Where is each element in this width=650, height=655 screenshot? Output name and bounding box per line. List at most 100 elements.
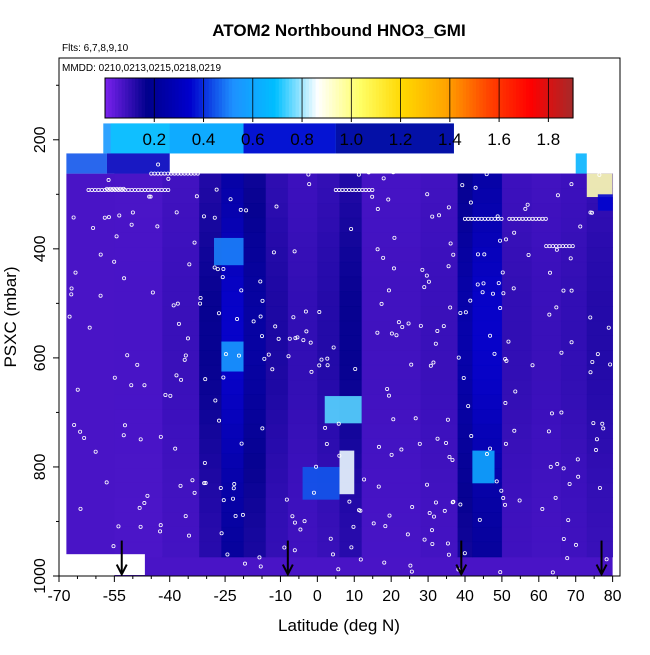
heatmap-cell <box>531 468 562 484</box>
sample-point <box>526 252 531 257</box>
sample-point <box>600 421 605 426</box>
heatmap-cell <box>162 291 200 307</box>
sample-point <box>264 162 269 167</box>
sample-point <box>130 210 135 215</box>
sample-point <box>559 350 564 355</box>
sample-point <box>428 156 433 161</box>
heatmap-cell <box>317 526 340 543</box>
colorbar-swatch <box>242 78 246 118</box>
sample-point <box>473 185 478 190</box>
heatmap-cell <box>317 423 340 439</box>
heatmap-cell <box>361 468 422 484</box>
colorbar-swatch <box>265 78 270 118</box>
sample-point <box>601 426 606 431</box>
sample-point <box>498 570 503 575</box>
sample-point <box>499 488 504 493</box>
heatmap-cell <box>457 335 473 351</box>
heatmap-cell <box>531 173 562 189</box>
heatmap-cell <box>531 306 562 322</box>
sample-point <box>319 357 324 362</box>
sample-point <box>137 505 142 510</box>
sample-point <box>429 528 434 533</box>
heatmap-cell <box>586 394 614 410</box>
sample-point <box>409 569 414 574</box>
heatmap-cell <box>361 276 422 292</box>
colorbar-swatch <box>562 78 567 118</box>
heatmap-cell <box>457 364 473 381</box>
sample-point <box>173 446 178 451</box>
heatmap-cell <box>560 261 588 278</box>
sample-point <box>287 336 292 341</box>
heatmap-cell <box>420 261 459 278</box>
sample-point <box>576 474 581 479</box>
sample-point <box>349 226 354 231</box>
sample-point <box>235 317 240 322</box>
sample-point <box>304 329 309 334</box>
heatmap-cell <box>361 335 422 351</box>
sample-point <box>218 485 223 490</box>
sample-point <box>448 156 453 161</box>
colorbar-swatch <box>205 78 210 118</box>
sample-point <box>385 386 390 391</box>
colorbar-swatch <box>409 78 414 118</box>
heatmap-cell <box>162 203 200 219</box>
heatmap-cell <box>162 364 200 381</box>
heatmap-cell <box>420 320 459 336</box>
heatmap-cell <box>265 512 289 528</box>
heatmap-cell <box>114 438 163 454</box>
colorbar-swatch <box>379 78 384 118</box>
y-tick-label: 800 <box>32 454 49 481</box>
heatmap-cell <box>575 153 587 174</box>
heatmap-cell <box>586 276 614 292</box>
sample-point <box>116 524 121 529</box>
colorbar-swatch <box>138 78 143 118</box>
sample-point <box>106 215 111 220</box>
heatmap-cell <box>457 276 473 292</box>
sample-point <box>281 158 286 163</box>
heatmap-cell <box>586 526 614 543</box>
sample-point <box>168 393 173 398</box>
sample-point <box>525 202 530 207</box>
sample-point <box>67 314 72 319</box>
y-tick-label: 200 <box>32 126 49 153</box>
sample-point <box>445 417 450 422</box>
sample-point <box>240 512 245 517</box>
colorbar-swatch <box>469 78 474 118</box>
profile-arrowhead <box>115 564 128 577</box>
heatmap-cell <box>199 556 222 558</box>
sample-point <box>179 377 184 382</box>
sample-point <box>358 557 363 562</box>
heatmap-cell <box>501 320 532 336</box>
sample-point <box>336 567 341 572</box>
heatmap-cell <box>114 261 163 278</box>
sample-point <box>221 375 226 380</box>
heatmap-cell <box>221 341 244 372</box>
heatmap-cell <box>339 379 363 395</box>
heatmap-cell <box>501 482 532 498</box>
sample-point <box>290 514 295 519</box>
heatmap-cell <box>287 350 318 366</box>
heatmap-cell <box>114 276 163 292</box>
heatmap-cell <box>361 232 422 248</box>
colorbar-swatch <box>332 78 337 118</box>
sample-point <box>138 524 143 529</box>
sample-point <box>91 226 96 231</box>
colorbar-swatch <box>215 78 220 118</box>
sample-point <box>236 353 241 358</box>
colorbar-frame <box>104 77 574 119</box>
heatmap-cell <box>339 364 363 381</box>
sample-point <box>406 321 411 326</box>
sample-point <box>284 497 289 502</box>
heatmap-cell <box>586 232 614 248</box>
heatmap-cell <box>243 247 267 263</box>
sample-point <box>482 252 487 257</box>
heatmap-cell <box>114 335 163 351</box>
sample-point <box>356 161 361 166</box>
colorbar-swatch <box>425 78 430 118</box>
heatmap-cell <box>265 306 289 322</box>
sample-point <box>262 356 267 361</box>
colorbar-swatch <box>272 78 277 118</box>
sample-point <box>122 276 127 281</box>
colorbar-swatch <box>472 78 477 118</box>
sample-point <box>470 168 475 173</box>
